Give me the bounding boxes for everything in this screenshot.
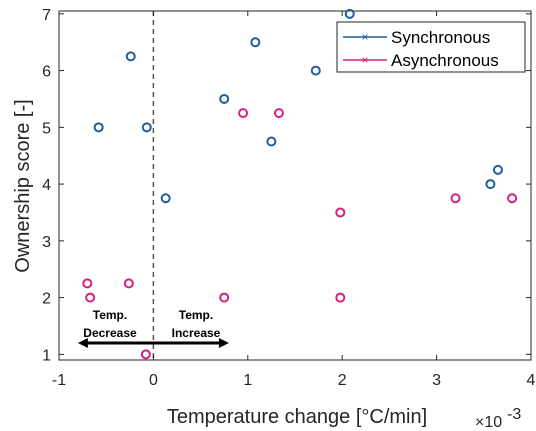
y-tick-label: 7 [42, 7, 51, 24]
data-point-asynchronous [507, 193, 518, 204]
data-point-synchronous [250, 37, 261, 48]
data-point-asynchronous [219, 292, 230, 303]
legend-label-synchronous: Synchronous [391, 28, 490, 47]
legend-item-synchronous: × Synchronous [343, 28, 490, 47]
x-exponent-base: ×10 [475, 414, 502, 431]
y-axis-label: Ownership score [-] [12, 99, 34, 272]
data-point-synchronous [141, 122, 152, 133]
arrow-head-left [77, 337, 88, 348]
data-point-asynchronous [238, 108, 249, 119]
increase-label-line1: Temp. [179, 308, 213, 322]
decrease-label-line2: Decrease [83, 326, 137, 340]
arrow-head-right [218, 337, 229, 348]
data-point-asynchronous [450, 193, 461, 204]
direction-annotation: Temp. Decrease Temp. Increase [77, 308, 229, 348]
y-axis-ticks: 1 2 3 4 5 6 7 [42, 7, 531, 364]
y-tick-label: 6 [42, 64, 51, 81]
data-point-synchronous [125, 51, 136, 62]
x-axis-ticks: -1 0 1 2 3 4 [52, 11, 536, 389]
legend-label-asynchronous: Asynchronous [391, 51, 499, 70]
x-tick-label: 2 [338, 372, 347, 389]
data-point-synchronous [492, 164, 503, 175]
y-tick-label: 4 [42, 177, 51, 194]
legend-marker-asynchronous: × [361, 53, 368, 67]
x-tick-label: 1 [243, 372, 252, 389]
y-tick-label: 3 [42, 234, 51, 251]
data-point-asynchronous [140, 349, 151, 360]
data-point-asynchronous [85, 292, 96, 303]
x-axis-label: Temperature change [°C/min] [167, 406, 427, 428]
legend: × Synchronous × Asynchronous [336, 21, 526, 73]
data-point-synchronous [93, 122, 104, 133]
x-tick-label: 4 [527, 372, 536, 389]
increase-label-line2: Increase [172, 326, 221, 340]
x-exponent-power: -3 [507, 406, 521, 423]
y-tick-label: 2 [42, 291, 51, 308]
data-points [82, 8, 518, 360]
x-tick-label: 0 [149, 372, 158, 389]
data-point-asynchronous [335, 207, 346, 218]
x-tick-label: -1 [52, 372, 66, 389]
data-point-synchronous [266, 136, 277, 147]
data-point-synchronous [485, 179, 496, 190]
data-point-asynchronous [82, 278, 93, 289]
data-point-synchronous [344, 8, 355, 19]
data-point-asynchronous [273, 108, 284, 119]
y-tick-label: 1 [42, 347, 51, 364]
legend-box [336, 21, 526, 73]
data-point-asynchronous [123, 278, 134, 289]
data-point-synchronous [160, 193, 171, 204]
y-tick-label: 5 [42, 120, 51, 137]
legend-marker-synchronous: × [361, 30, 368, 44]
data-point-synchronous [310, 65, 321, 76]
decrease-label-line1: Temp. [93, 308, 127, 322]
data-point-asynchronous [335, 292, 346, 303]
data-point-synchronous [219, 93, 230, 104]
x-axis-exponent: ×10 -3 [475, 406, 521, 431]
x-tick-label: 3 [432, 372, 441, 389]
legend-item-asynchronous: × Asynchronous [343, 51, 499, 70]
